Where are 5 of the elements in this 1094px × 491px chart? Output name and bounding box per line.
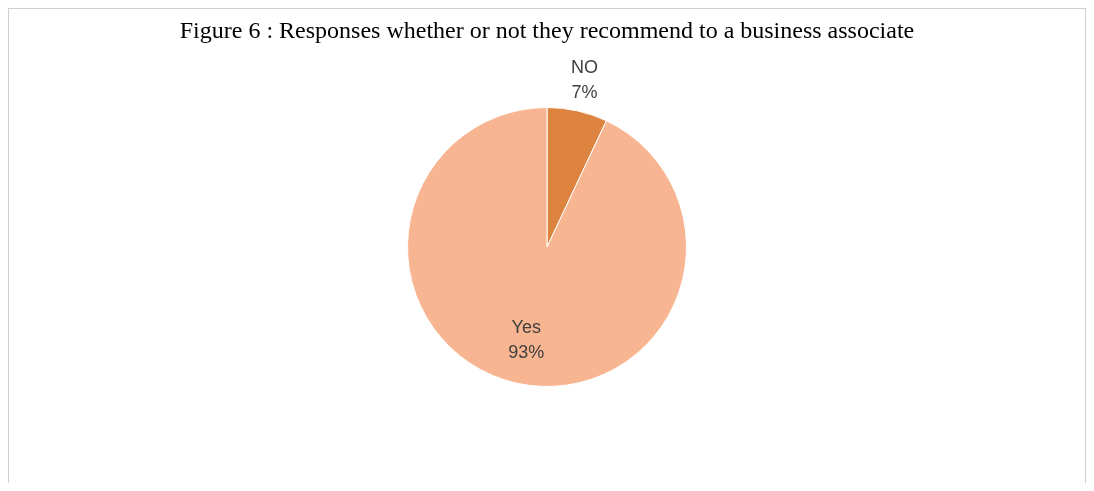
slice-label: NO [570, 56, 598, 77]
slice-label: Yes [511, 316, 541, 337]
data-label: 93% [508, 341, 545, 362]
chart-title: Figure 6 : Responses whether or not they recommend to a business associate [178, 16, 916, 45]
data-label: 7% [571, 81, 598, 102]
